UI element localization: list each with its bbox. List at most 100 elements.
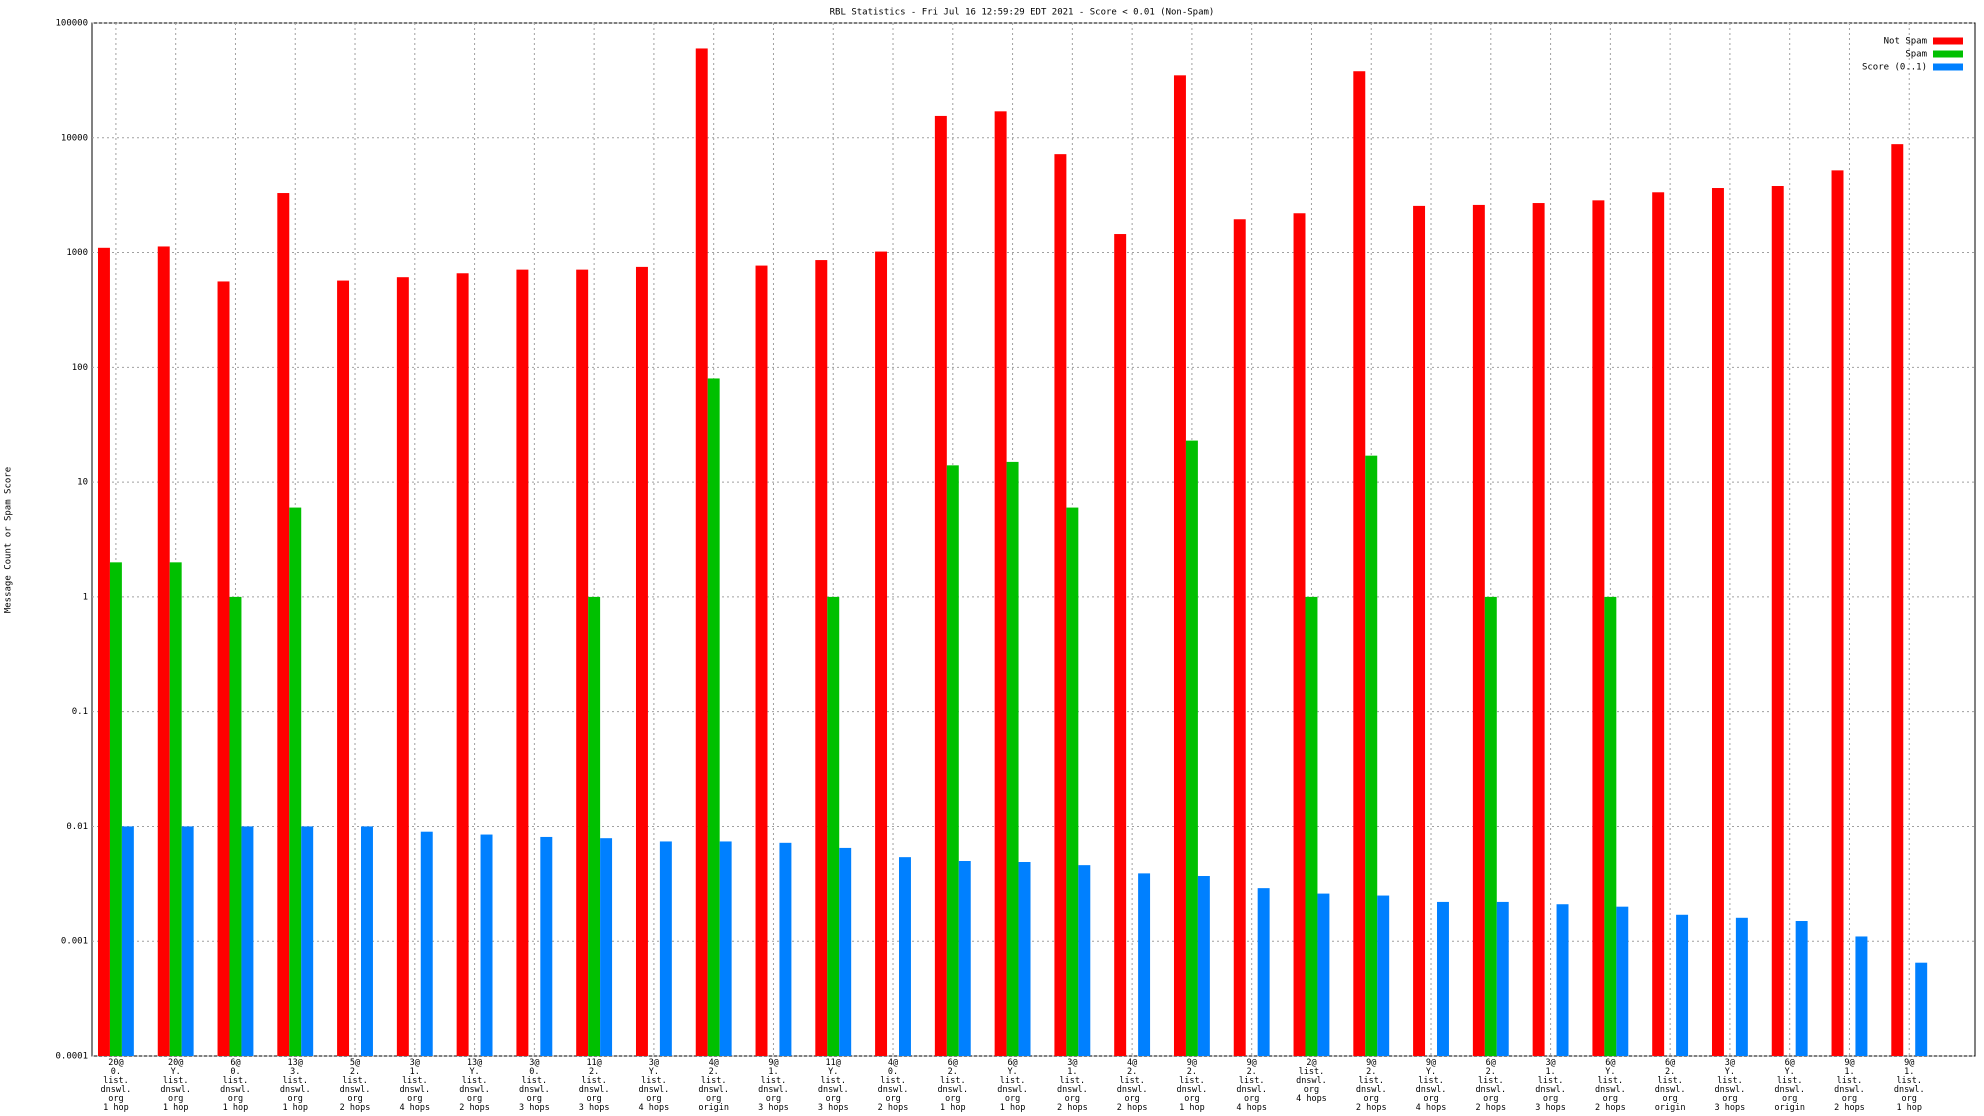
x-tick-label: 6@ Y. list. dnswl. org 2 hops — [1594, 1058, 1626, 1113]
x-tick-label: 9@ 2. list. dnswl. org 4 hops — [1236, 1058, 1268, 1113]
bar — [301, 826, 314, 1056]
bar — [1054, 154, 1067, 1056]
bar — [875, 251, 888, 1056]
y-axis-label: Message Count or Spam Score — [4, 467, 14, 613]
x-tick-label: 6@ 0. list. dnswl. org 1 hop — [220, 1058, 251, 1113]
bar — [994, 111, 1007, 1056]
bar — [695, 48, 708, 1056]
x-tick-label: 6@ Y. list. dnswl. org 1 hop — [997, 1058, 1028, 1113]
bar — [1915, 962, 1928, 1056]
y-tick-label: 0.01 — [66, 822, 88, 832]
x-tick-label: 3@ Y. list. dnswl. org 4 hops — [638, 1058, 670, 1113]
bar — [1652, 192, 1665, 1056]
x-tick-label: 13@ Y. list. dnswl. org 2 hops — [459, 1058, 490, 1113]
legend-label: Not Spam — [1884, 37, 1927, 47]
x-tick-label: 9@ 1. list. dnswl. org 1 hop — [1893, 1058, 1925, 1113]
bar — [1484, 596, 1497, 1056]
bar — [1532, 203, 1545, 1057]
x-tick-label: 4@ 0. list. dnswl. org 2 hops — [877, 1058, 909, 1113]
bar — [396, 277, 409, 1056]
x-tick-label: 3@ 1. list. dnswl. org 3 hops — [1535, 1058, 1566, 1113]
bar — [934, 115, 947, 1056]
x-tick-label: 6@ 2. list. dnswl. org 1 hop — [937, 1058, 969, 1113]
bar — [1556, 904, 1569, 1056]
bar — [1066, 507, 1079, 1056]
bar — [1771, 186, 1784, 1056]
bar — [1365, 455, 1378, 1056]
bar — [1795, 921, 1808, 1056]
bar — [289, 507, 302, 1056]
bar — [1185, 440, 1198, 1057]
bar — [109, 562, 122, 1056]
bar — [1006, 461, 1019, 1056]
bar — [1018, 862, 1031, 1056]
bar — [1197, 876, 1210, 1056]
bar — [1735, 917, 1748, 1056]
bar — [1305, 596, 1318, 1056]
bar — [958, 860, 971, 1056]
legend-label: Score (0..1) — [1862, 63, 1927, 73]
x-tick-label: 11@ Y. list. dnswl. org 3 hops — [817, 1058, 849, 1113]
bar — [1437, 901, 1449, 1056]
bar — [97, 247, 110, 1057]
bar — [1138, 873, 1151, 1056]
x-tick-label: 4@ 2. list. dnswl. org 2 hops — [1116, 1058, 1148, 1113]
x-tick-label: 20@ Y. list. dnswl. org 1 hop — [160, 1058, 192, 1113]
x-tick-label: 11@ 2. list. dnswl. org 3 hops — [578, 1058, 610, 1113]
x-tick-label: 9@ Y. list. dnswl. org 4 hops — [1415, 1058, 1447, 1113]
bar — [1353, 71, 1366, 1056]
y-tick-label: 100000 — [55, 19, 88, 29]
plot-area — [91, 22, 1976, 1057]
bar — [600, 838, 613, 1056]
y-tick-label: 0.0001 — [55, 1052, 88, 1062]
bar — [1114, 234, 1127, 1057]
bar — [241, 826, 254, 1056]
bar — [337, 280, 350, 1056]
bar — [1293, 213, 1306, 1056]
bar — [719, 841, 732, 1056]
x-tick-label: 6@ Y. list. dnswl. org origin — [1774, 1058, 1806, 1113]
y-tick-label: 10 — [77, 478, 88, 488]
bar — [157, 246, 170, 1057]
x-tick-label: 6@ 2. list. dnswl. org 2 hops — [1475, 1058, 1507, 1113]
y-tick-label: 1 — [83, 592, 88, 602]
bar — [1233, 219, 1246, 1057]
bar — [1377, 895, 1390, 1056]
bar — [946, 465, 959, 1056]
bar — [1592, 200, 1605, 1056]
bar — [1496, 901, 1509, 1056]
bar — [1257, 888, 1270, 1056]
chart-title: RBL Statistics - Fri Jul 16 12:59:29 EDT… — [830, 8, 1215, 18]
bar — [659, 841, 672, 1056]
bar — [1078, 865, 1091, 1056]
x-tick-label: 20@ 0. list. dnswl. org 1 hop — [100, 1058, 132, 1113]
x-tick-label: 4@ 2. list. dnswl. org origin — [698, 1058, 730, 1113]
x-tick-label: 9@ 2. list. dnswl. org 2 hops — [1355, 1058, 1387, 1113]
bar — [588, 596, 601, 1056]
bar — [779, 842, 792, 1056]
bar — [899, 857, 911, 1056]
bar — [1855, 936, 1868, 1056]
bar — [121, 826, 134, 1056]
x-tick-label: 3@ 1. list. dnswl. org 2 hops — [1056, 1058, 1088, 1113]
bar — [1317, 893, 1330, 1056]
x-tick-label: 9@ 2. list. dnswl. org 1 hop — [1176, 1058, 1208, 1113]
x-tick-label: 5@ 2. list. dnswl. org 2 hops — [339, 1058, 371, 1113]
bar — [635, 266, 648, 1056]
bar — [815, 260, 828, 1056]
legend-swatch — [1933, 50, 1963, 58]
bar — [277, 193, 290, 1056]
bar — [229, 596, 242, 1056]
y-tick-label: 0.1 — [72, 707, 88, 717]
bar — [1891, 144, 1904, 1057]
bar — [480, 834, 493, 1056]
x-tick-label: 2@ list. dnswl. org 4 hops — [1296, 1058, 1327, 1104]
bar — [827, 596, 840, 1056]
bar — [1616, 906, 1629, 1056]
x-tick-label: 9@ 1. list. dnswl. org 2 hops — [1834, 1058, 1865, 1113]
bar — [456, 273, 469, 1056]
bar — [540, 836, 553, 1056]
x-tick-label: 13@ 3. list. dnswl. org 1 hop — [279, 1058, 311, 1113]
